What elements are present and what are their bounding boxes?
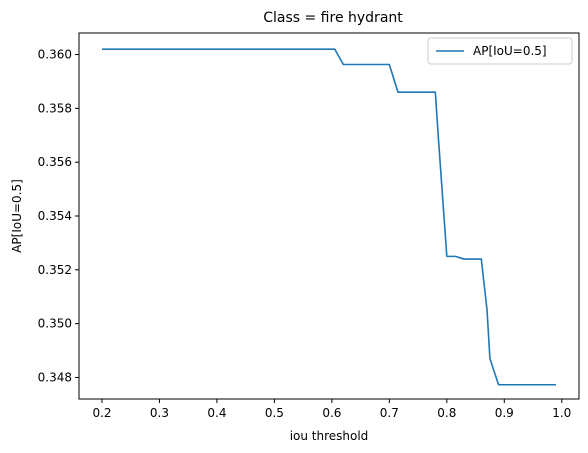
series-group xyxy=(101,48,557,386)
y-tick-label: 0.360 xyxy=(38,48,72,62)
x-tick-label: 0.9 xyxy=(495,406,514,420)
series-line xyxy=(101,48,557,386)
x-axis-title: iou threshold xyxy=(290,429,369,443)
y-tick-label: 0.352 xyxy=(38,263,72,277)
x-tick-label: 0.6 xyxy=(322,406,341,420)
x-tick-label: 0.8 xyxy=(437,406,456,420)
axis-ticks: 0.2 0.3 0.4 0.5 0.6 0.7 0.8 0.9 1.0 0.348 0.350 0.3… xyxy=(38,48,572,420)
x-tick-label: 0.5 xyxy=(265,406,284,420)
y-tick-label: 0.356 xyxy=(38,155,72,169)
y-tick-label: 0.354 xyxy=(38,209,72,223)
legend: AP[IoU=0.5] xyxy=(427,37,573,65)
x-tick-label: 0.3 xyxy=(150,406,169,420)
chart-title: Class = fire hydrant xyxy=(263,10,403,26)
y-tick-label: 0.358 xyxy=(38,101,72,115)
x-tick-label: 0.2 xyxy=(92,406,111,420)
plot-area-frame xyxy=(78,32,580,400)
y-tick-label: 0.348 xyxy=(38,370,72,384)
legend-label: AP[IoU=0.5] xyxy=(473,44,547,58)
y-axis-title: AP[IoU=0.5] xyxy=(10,179,24,253)
legend-box xyxy=(427,37,573,65)
x-tick-label: 1.0 xyxy=(552,406,571,420)
y-tick-label: 0.350 xyxy=(38,317,72,331)
x-tick-label: 0.4 xyxy=(207,406,226,420)
x-tick-label: 0.7 xyxy=(380,406,399,420)
